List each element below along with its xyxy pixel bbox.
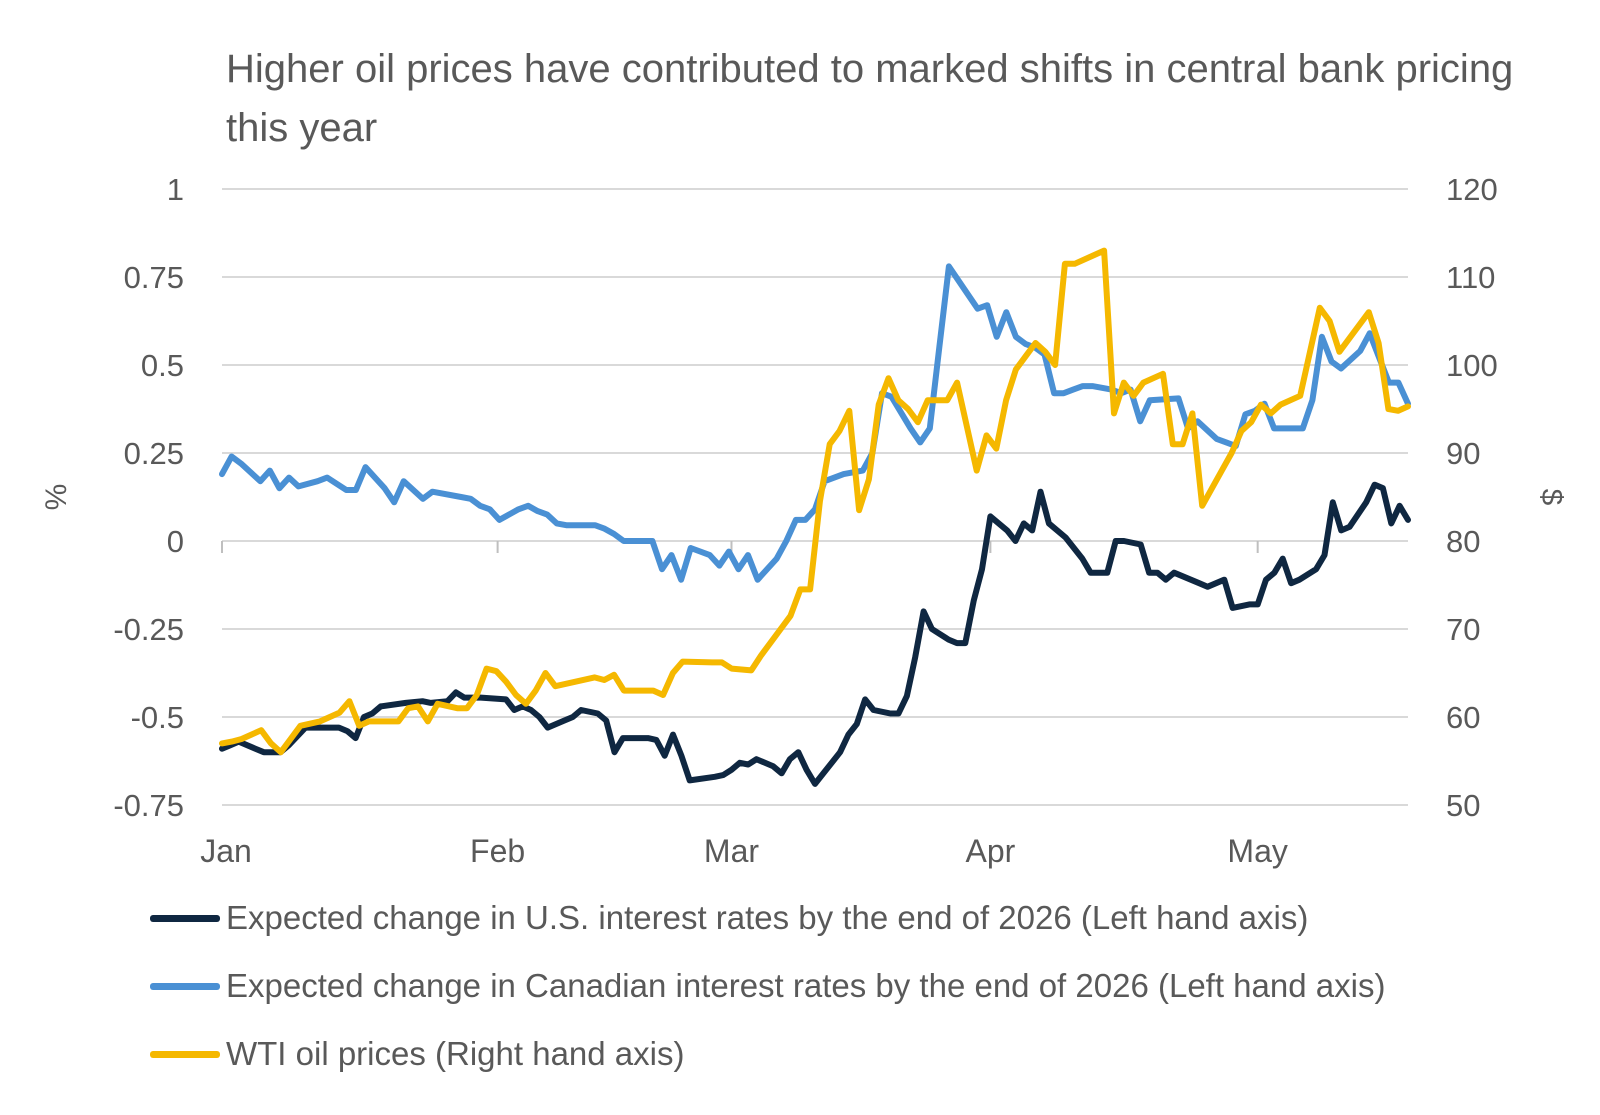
y-axis-label-left: % (40, 484, 73, 511)
y-axis-label-right: $ (1535, 489, 1568, 506)
legend-item-us: Expected change in U.S. interest rates b… (150, 884, 1385, 952)
y-tick-label-left: 0.25 (124, 436, 184, 471)
legend-label-wti: WTI oil prices (Right hand axis) (226, 1035, 685, 1072)
series-lines (219, 247, 1411, 787)
series-line-wti (219, 247, 1411, 756)
legend: Expected change in U.S. interest rates b… (150, 884, 1385, 1088)
y-tick-label-right: 120 (1446, 172, 1498, 207)
y-tick-label-right: 110 (1446, 260, 1495, 295)
legend-item-canada: Expected change in Canadian interest rat… (150, 952, 1385, 1020)
y-tick-label-left: 0.75 (124, 260, 184, 295)
y-tick-label-left: -0.75 (113, 788, 184, 823)
x-tick-label: Apr (965, 833, 1015, 869)
legend-swatch-us (150, 914, 220, 922)
chart-title: Higher oil prices have contributed to ma… (226, 47, 1514, 150)
x-tick-label: Feb (470, 833, 525, 869)
x-tick-label: Jan (200, 833, 252, 869)
series-line-us (219, 481, 1411, 787)
y-tick-label-right: 80 (1446, 524, 1480, 559)
y-tick-label-right: 100 (1446, 348, 1498, 383)
y-tick-label-right: 50 (1446, 788, 1480, 823)
x-tick-label: May (1227, 833, 1287, 869)
series-line-canada (219, 263, 1411, 583)
y-tick-label-right: 90 (1446, 436, 1480, 471)
y-tick-label-left: 1 (167, 172, 184, 207)
gridlines (222, 188, 1408, 718)
legend-label-canada: Expected change in Canadian interest rat… (226, 967, 1386, 1004)
y-tick-label-right: 70 (1446, 612, 1480, 647)
line-chart: Jan Feb Mar Apr May 1 0.75 0.5 0.25 0 -0.25 -0.5 -0… (40, 172, 1568, 869)
legend-swatch-canada (150, 982, 220, 990)
y-tick-label-right: 60 (1446, 700, 1480, 735)
y-axis-right: 120 110 100 90 80 70 60 50 (1446, 172, 1498, 823)
legend-swatch-wti (150, 1050, 220, 1058)
legend-label-us: Expected change in U.S. interest rates b… (226, 899, 1309, 936)
y-axis-left: 1 0.75 0.5 0.25 0 -0.25 -0.5 -0.75 (113, 172, 184, 823)
y-tick-label-left: -0.25 (113, 612, 184, 647)
y-tick-label-left: 0.5 (141, 348, 184, 383)
y-tick-label-left: -0.5 (131, 700, 184, 735)
legend-item-wti: WTI oil prices (Right hand axis) (150, 1020, 1385, 1088)
y-tick-label-left: 0 (167, 524, 184, 559)
x-tick-label: Mar (704, 833, 759, 869)
